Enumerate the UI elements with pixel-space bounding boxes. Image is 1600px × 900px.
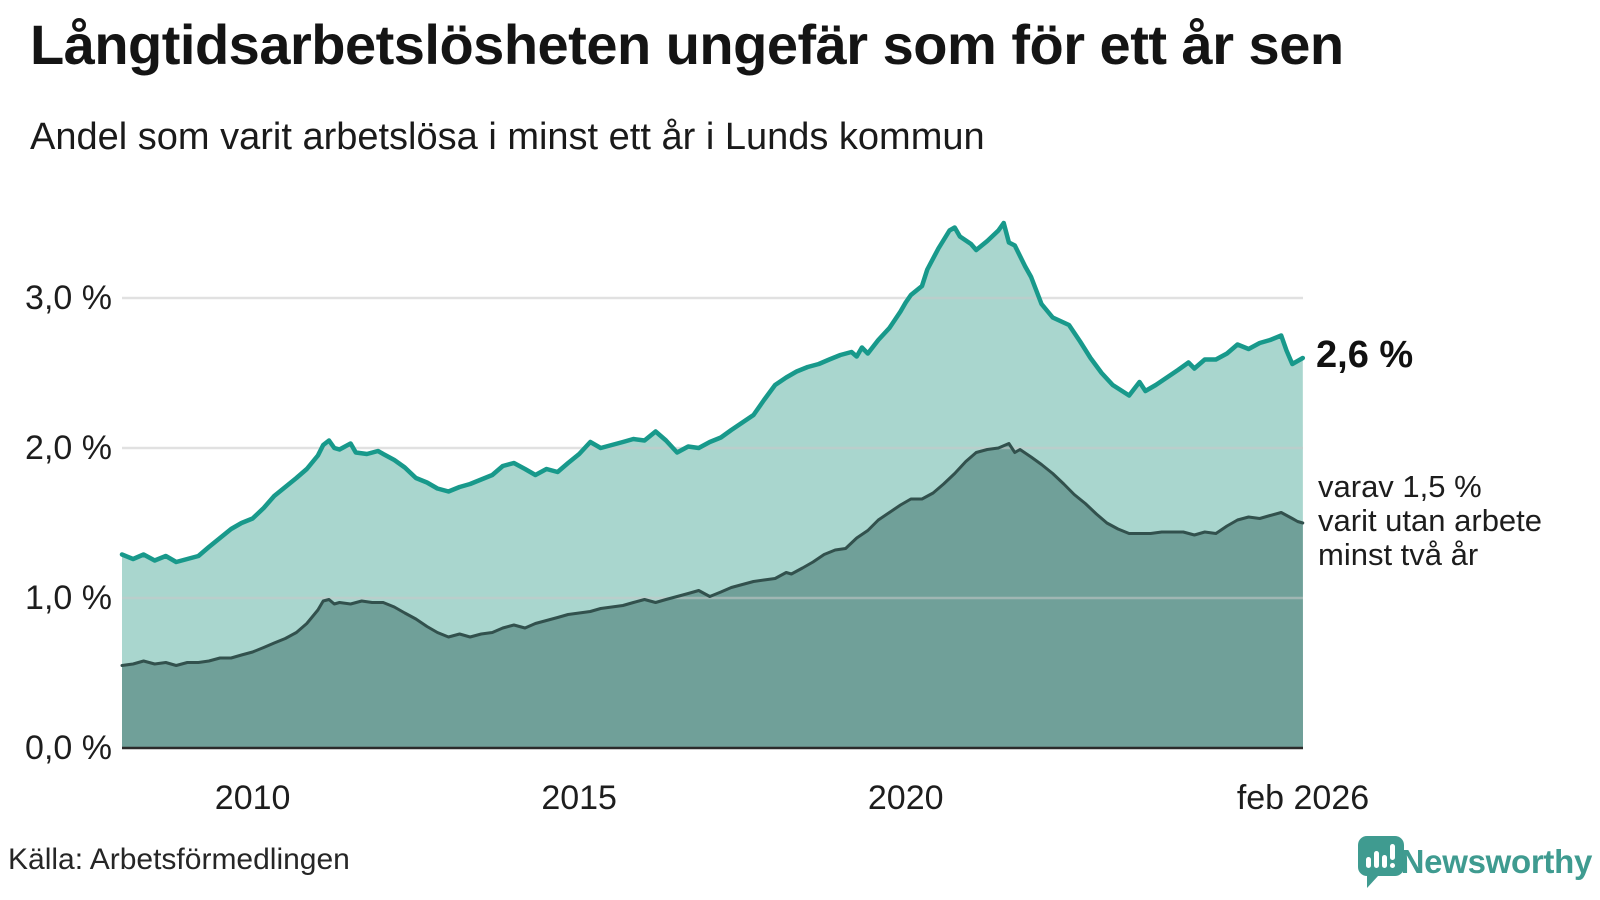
exclamation-dot [1390,863,1395,868]
chart-gridlines [122,296,1303,600]
speech-bubble-shape [1358,836,1404,888]
page-title: Långtidsarbetslösheten ungefär som för e… [30,13,1344,76]
end-value-label-total: 2,6 % [1316,334,1414,376]
x-tick-label: feb 2026 [1236,779,1370,817]
series-two-year-line [120,442,1305,667]
newsworthy-logo-icon [1358,836,1404,888]
source-note: Källa: Arbetsförmedlingen [8,843,350,876]
y-tick-label: 1,0 % [25,579,112,617]
series-total-line [119,220,1306,565]
chart-fills [122,223,1303,748]
chart-lines [119,220,1306,667]
y-tick-label: 0,0 % [25,729,112,767]
y-tick-label: 2,0 % [25,429,112,467]
x-tick-label: 2020 [867,779,944,817]
bar-chart-glyph [1366,844,1395,868]
newsworthy-wordmark: Newsworthy [1400,843,1593,880]
exclamation-bar [1390,844,1395,860]
x-tick-label: 2015 [541,779,617,817]
end-value-label-two-year: varav 1,5 % varit utan arbete minst två … [1318,470,1542,572]
end-value-label-line: minst två år [1318,537,1479,572]
newsworthy-brand: Newsworthy [1400,834,1593,890]
x-tick-label: 2010 [214,779,291,817]
end-value-label-line: varav 1,5 % [1318,469,1482,504]
page-subtitle: Andel som varit arbetslösa i minst ett å… [30,116,985,158]
end-value-label-line: varit utan arbete [1318,503,1543,538]
y-tick-label: 3,0 % [25,279,112,317]
